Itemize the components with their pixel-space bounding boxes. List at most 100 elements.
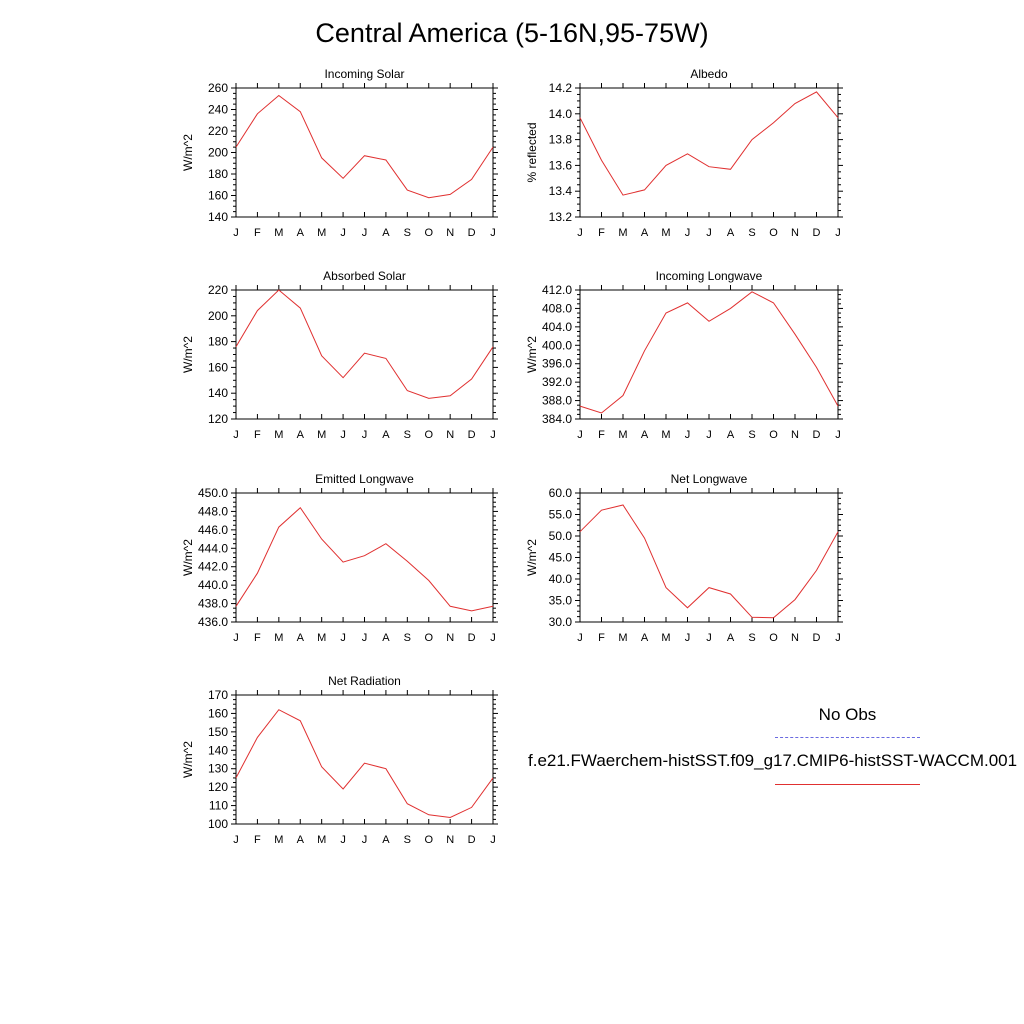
x-tick-label: N	[446, 227, 454, 239]
x-tick-label: J	[340, 632, 346, 644]
y-tick-label: 120	[208, 780, 228, 794]
x-tick-label: A	[297, 227, 305, 239]
x-tick-label: O	[424, 834, 433, 846]
x-tick-label: S	[404, 632, 411, 644]
series-line	[235, 506, 494, 612]
x-tick-label: A	[297, 834, 305, 846]
series-line	[579, 291, 839, 414]
x-tick-label: N	[446, 632, 454, 644]
x-tick-label: J	[362, 632, 368, 644]
plot-frame	[579, 87, 839, 218]
x-tick-label: M	[618, 429, 627, 441]
y-tick-label: 13.6	[549, 158, 573, 172]
x-tick-label: J	[685, 227, 691, 239]
x-tick-label: J	[706, 632, 712, 644]
x-tick-label: F	[254, 227, 261, 239]
panel-title: Absorbed Solar	[323, 269, 406, 283]
y-tick-label: 14.0	[549, 107, 573, 121]
legend-obs-label: No Obs	[818, 705, 877, 724]
y-tick-label: 140	[208, 386, 228, 400]
y-tick-label: 40.0	[549, 572, 573, 586]
plot-frame	[235, 87, 494, 218]
y-tick-label: 30.0	[549, 615, 573, 629]
x-tick-label: O	[769, 429, 778, 441]
x-tick-label: A	[641, 429, 649, 441]
x-tick-label: D	[813, 227, 821, 239]
series-line	[235, 709, 494, 819]
y-tick-label: 160	[208, 360, 228, 374]
x-tick-label: M	[661, 227, 670, 239]
x-tick-label: J	[340, 227, 346, 239]
x-tick-label: S	[748, 429, 755, 441]
x-tick-label: M	[274, 632, 283, 644]
x-tick-label: J	[233, 227, 239, 239]
y-tick-label: 180	[208, 335, 228, 349]
y-axis-label: W/m^2	[181, 539, 195, 576]
x-tick-label: S	[748, 227, 755, 239]
x-tick-label: J	[490, 632, 496, 644]
y-tick-label: 60.0	[549, 486, 573, 500]
x-tick-label: J	[835, 429, 841, 441]
x-tick-label: F	[254, 834, 261, 846]
legend-model-label: f.e21.FWaerchem-histSST.f09_g17.CMIP6-hi…	[528, 751, 1018, 770]
x-tick-label: J	[362, 834, 368, 846]
x-tick-label: M	[661, 632, 670, 644]
x-tick-label: S	[404, 834, 411, 846]
legend-model-line	[775, 784, 920, 785]
x-tick-label: A	[297, 632, 305, 644]
y-tick-label: 140	[208, 743, 228, 757]
y-tick-label: 200	[208, 146, 228, 160]
x-tick-label: A	[727, 632, 735, 644]
y-tick-label: 180	[208, 167, 228, 181]
y-tick-label: 50.0	[549, 529, 573, 543]
x-tick-label: F	[598, 227, 605, 239]
panel-title: Incoming Solar	[324, 67, 404, 81]
y-tick-label: 436.0	[198, 615, 228, 629]
x-tick-label: J	[233, 632, 239, 644]
y-tick-label: 45.0	[549, 551, 573, 565]
x-tick-label: A	[382, 429, 390, 441]
y-tick-label: 13.2	[549, 210, 573, 224]
x-tick-label: J	[577, 227, 583, 239]
y-tick-label: 200	[208, 309, 228, 323]
x-tick-label: J	[685, 632, 691, 644]
x-tick-label: F	[598, 632, 605, 644]
x-tick-label: F	[598, 429, 605, 441]
x-tick-label: D	[813, 429, 821, 441]
y-tick-label: 412.0	[542, 283, 572, 297]
y-tick-label: 240	[208, 103, 228, 117]
y-tick-label: 13.8	[549, 133, 573, 147]
x-tick-label: M	[317, 632, 326, 644]
y-axis-label: % reflected	[525, 122, 539, 182]
series-line	[579, 91, 839, 196]
y-tick-label: 110	[209, 799, 228, 813]
x-tick-label: A	[641, 227, 649, 239]
x-tick-label: A	[641, 632, 649, 644]
series-line	[235, 94, 494, 199]
y-axis-label: W/m^2	[181, 741, 195, 778]
y-axis-label: W/m^2	[181, 134, 195, 171]
x-tick-label: J	[577, 632, 583, 644]
x-tick-label: A	[382, 632, 390, 644]
x-tick-label: J	[706, 227, 712, 239]
x-tick-label: M	[618, 632, 627, 644]
x-tick-label: A	[382, 227, 390, 239]
panel-title: Net Longwave	[671, 472, 748, 486]
y-tick-label: 440.0	[198, 578, 228, 592]
y-tick-label: 170	[208, 688, 228, 702]
x-tick-label: M	[317, 834, 326, 846]
plot-frame	[579, 289, 839, 420]
y-tick-label: 130	[208, 762, 228, 776]
x-tick-label: M	[274, 429, 283, 441]
y-tick-label: 392.0	[542, 375, 572, 389]
x-tick-label: J	[233, 429, 239, 441]
x-tick-label: D	[468, 227, 476, 239]
x-tick-label: O	[424, 227, 433, 239]
x-tick-label: A	[727, 429, 735, 441]
x-tick-label: D	[468, 429, 476, 441]
y-axis-label: W/m^2	[525, 539, 539, 576]
x-tick-label: O	[769, 227, 778, 239]
